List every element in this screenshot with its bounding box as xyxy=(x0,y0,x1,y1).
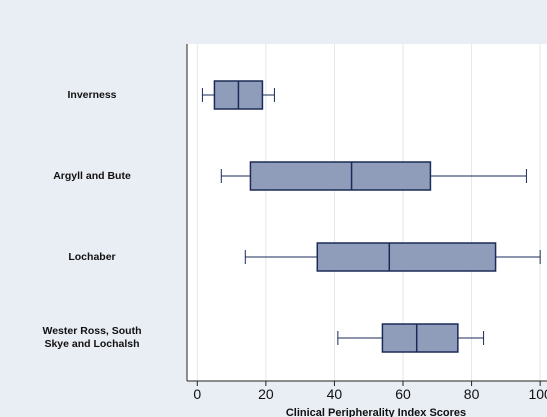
x-tick-label-100: 100 xyxy=(528,386,547,402)
category-label-argyll-and-bute: Argyll and Bute xyxy=(53,170,131,182)
category-label-wester-ross: Wester Ross, South Skye and Lochalsh xyxy=(42,325,142,350)
x-tick-label-80: 80 xyxy=(464,386,480,402)
x-tick-label-60: 60 xyxy=(395,386,411,402)
box-2 xyxy=(316,242,497,272)
box-1 xyxy=(249,161,432,191)
box-3 xyxy=(381,323,459,353)
x-tick-label-40: 40 xyxy=(327,386,343,402)
chart-background-bottom xyxy=(187,381,547,417)
x-tick-label-20: 20 xyxy=(258,386,274,402)
x-tick-label-0: 0 xyxy=(193,386,201,402)
chart-background-top xyxy=(0,0,547,44)
category-label-lochaber: Lochaber xyxy=(68,251,116,263)
chart-background-left xyxy=(0,44,187,417)
category-label-inverness: Inverness xyxy=(67,89,117,101)
x-axis-label: Clinical Peripherality Index Scores xyxy=(286,407,466,417)
